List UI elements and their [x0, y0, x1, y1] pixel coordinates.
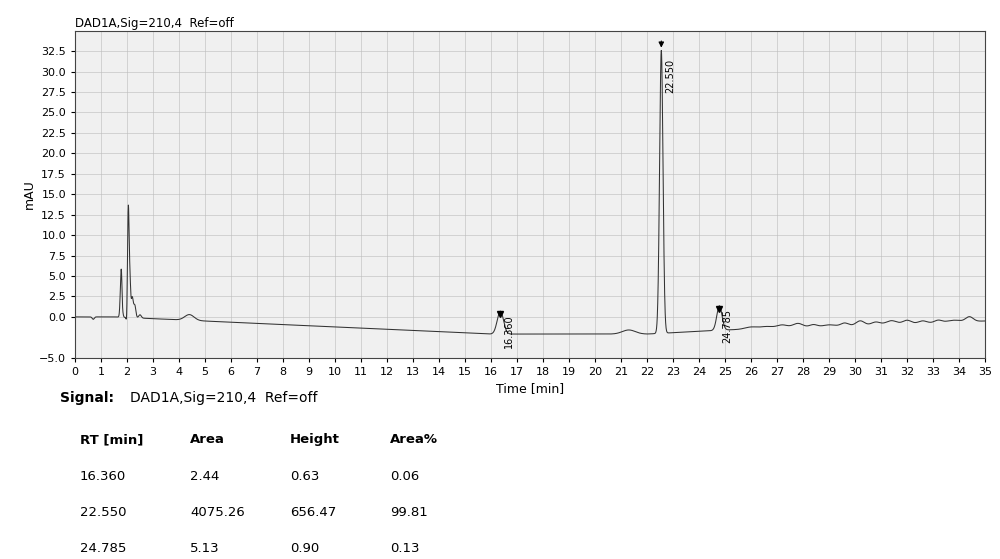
Text: 0.13: 0.13 [390, 542, 420, 555]
Text: Signal:: Signal: [60, 391, 114, 405]
Text: 22.550: 22.550 [665, 59, 675, 93]
Text: 16.360: 16.360 [503, 314, 513, 348]
X-axis label: Time [min]: Time [min] [496, 382, 564, 395]
Text: RT [min]: RT [min] [80, 433, 143, 446]
Text: Height: Height [290, 433, 340, 446]
Text: 24.785: 24.785 [723, 309, 733, 343]
Text: 22.550: 22.550 [80, 506, 126, 519]
Text: 99.81: 99.81 [390, 506, 428, 519]
Text: 2.44: 2.44 [190, 470, 219, 482]
Text: 24.785: 24.785 [80, 542, 126, 555]
Text: 16.360: 16.360 [80, 470, 126, 482]
Text: 4075.26: 4075.26 [190, 506, 245, 519]
Text: 656.47: 656.47 [290, 506, 336, 519]
Text: Area: Area [190, 433, 225, 446]
Y-axis label: mAU: mAU [23, 179, 36, 209]
Text: 5.13: 5.13 [190, 542, 220, 555]
Text: DAD1A,Sig=210,4  Ref=off: DAD1A,Sig=210,4 Ref=off [75, 17, 234, 30]
Text: 0.06: 0.06 [390, 470, 419, 482]
Text: 0.90: 0.90 [290, 542, 319, 555]
Text: DAD1A,Sig=210,4  Ref=off: DAD1A,Sig=210,4 Ref=off [130, 391, 318, 405]
Text: 0.63: 0.63 [290, 470, 319, 482]
Text: Area%: Area% [390, 433, 438, 446]
